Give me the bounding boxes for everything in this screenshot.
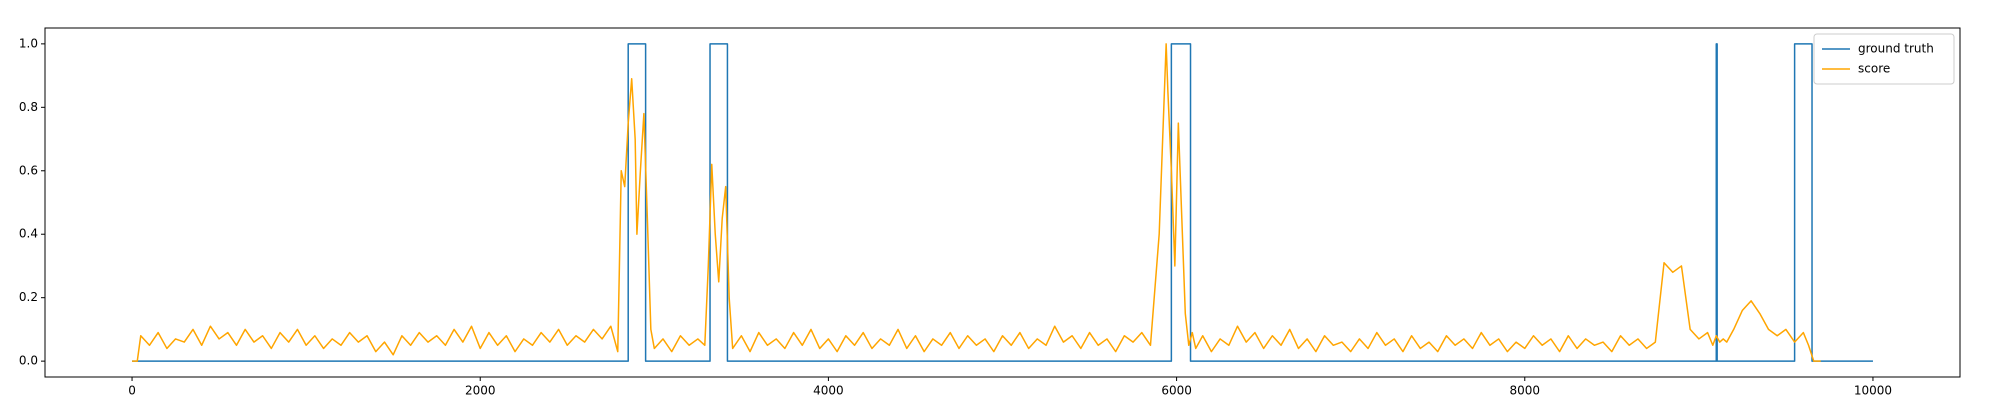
x-tick-label: 0 [128, 384, 136, 398]
legend-box [1813, 33, 1955, 85]
x-tick-label: 2000 [465, 384, 496, 398]
y-tick-label: 0.0 [19, 354, 38, 368]
legend-label: ground truth [1858, 42, 1934, 56]
y-tick-label: 0.6 [19, 163, 38, 177]
y-tick-label: 0.2 [19, 290, 38, 304]
x-tick-label: 10000 [1854, 384, 1892, 398]
x-tick-label: 6000 [1161, 384, 1192, 398]
x-tick-label: 4000 [813, 384, 844, 398]
series-line [132, 43, 1821, 362]
y-tick-label: 0.4 [19, 227, 38, 241]
legend-label: score [1858, 62, 1890, 76]
y-tick-label: 1.0 [19, 36, 38, 50]
x-tick-label: 8000 [1509, 384, 1540, 398]
y-tick-label: 0.8 [19, 100, 38, 114]
plot-frame [44, 27, 1961, 378]
series-line [132, 43, 1873, 362]
